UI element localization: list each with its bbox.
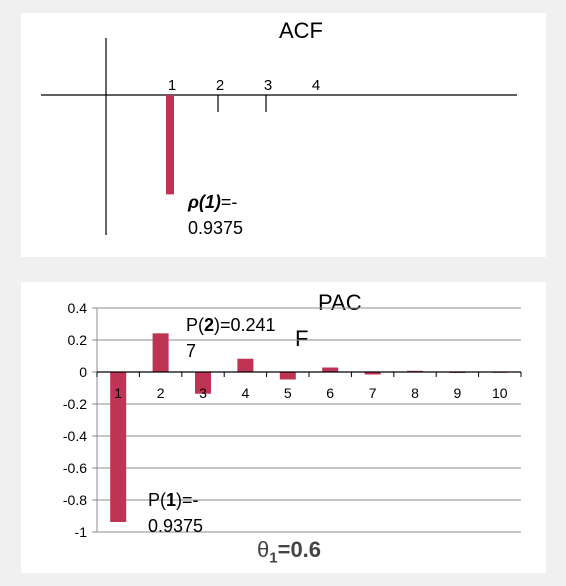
p1-bold: 1 [166,490,177,510]
pacf-x-tick-label-9: 9 [454,385,462,401]
p2-prefix: P( [186,315,204,335]
acf-x-tick-label-1: 1 [168,77,176,94]
pacf-bar-5 [279,372,296,380]
theta-label: θ1=0.6 [257,537,321,571]
theta-rest: =0.6 [277,537,322,562]
pacf-y-tick-label: 0.2 [68,332,88,348]
p2-bold: 2 [204,315,215,335]
theta-subscript: 1 [269,549,278,567]
pacf-title-line2: F [295,326,308,351]
acf-x-tick-label-4: 4 [312,77,320,94]
pacf-y-tick-label: -0.4 [63,428,87,444]
pacf-x-tick-label-4: 4 [242,385,250,401]
pacf-x-tick-label-5: 5 [284,385,292,401]
pacf-x-tick-label-7: 7 [369,385,377,401]
pacf-bar-2 [152,333,169,372]
pacf-title-line1: PAC [318,290,362,315]
pacf-p2-annotation: P(2)=0.241 7 [186,312,276,364]
pacf-bar-3 [195,372,211,394]
pacf-y-tick-label: -0.6 [63,460,87,476]
rho-annotation-rest: =- [220,192,238,212]
pacf-y-tick-label: -0.8 [63,492,87,508]
acf-title: ACF [279,18,323,43]
pacf-x-tick-label-3: 3 [199,385,207,401]
pacf-x-tick-label-1: 1 [114,385,122,401]
acf-rho1-annotation: ρ(1)=- 0.9375 [188,189,243,241]
acf-bar-1 [166,95,174,195]
pacf-bar-4 [237,358,254,372]
pacf-x-tick-label-8: 8 [411,385,419,401]
pacf-bar-6 [322,367,339,372]
pacf-y-tick-label: 0.4 [68,300,88,316]
pacf-bar-1 [110,372,127,522]
pacf-bar-7 [364,372,381,375]
pacf-p1-annotation: P(1)=- 0.9375 [148,487,203,539]
p1-suffix: )=- [176,490,199,510]
rho-annotation-value: 0.9375 [188,218,244,238]
p1-line2: 0.9375 [148,516,204,536]
acf-x-tick-label-3: 3 [264,77,272,94]
pacf-bar-8 [407,370,423,372]
acf-chart-panel: ACF 1 2 3 4 ρ(1)=- 0.9375 [21,13,546,257]
rho-symbol: ρ(1) [188,192,221,212]
p1-prefix: P( [148,490,166,510]
pacf-y-tick-label: -0.2 [63,396,87,412]
acf-chart: ACF 1 2 3 4 [41,18,517,235]
pacf-chart-panel: PAC F 0.4 0.2 0 -0.2 -0.4 -0.6 -0.8 -1 1 2 3 4 5 6 7 8 9… [21,282,546,573]
pacf-x-tick-label-2: 2 [157,385,165,401]
p2-suffix: )=0.241 [214,315,276,335]
pacf-x-tick-label-6: 6 [326,385,334,401]
pacf-x-tick-label-10: 10 [492,385,508,401]
pacf-y-tick-label: -1 [75,524,88,540]
p2-line2: 7 [186,341,197,361]
acf-x-tick-label-2: 2 [216,77,224,94]
theta-symbol: θ [257,537,270,562]
pacf-chart: PAC F 0.4 0.2 0 -0.2 -0.4 -0.6 -0.8 -1 1 2 3 4 5 6 7 8 9… [63,290,522,540]
pacf-y-tick-label: 0 [79,364,87,380]
